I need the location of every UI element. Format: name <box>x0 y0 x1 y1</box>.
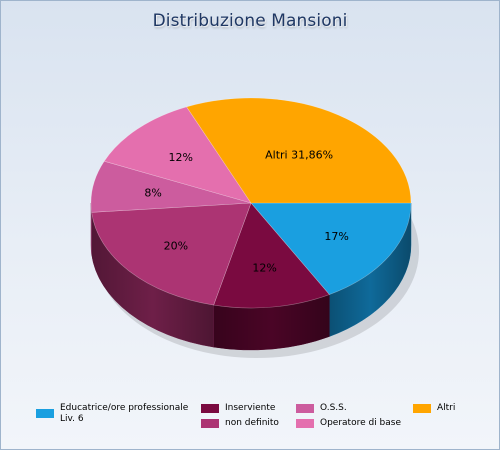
pie-data-label: 12% <box>168 151 192 164</box>
pie-slice-educatrice-ore-professionale-liv-6 <box>250 202 412 295</box>
pie-data-label: 8% <box>144 187 161 200</box>
pie-slice-altri <box>186 97 412 204</box>
pie-slice-o-s-s <box>90 160 252 213</box>
pie-side-shade <box>213 294 330 350</box>
pie-side-shade <box>91 212 214 348</box>
pie-slice-non-definito <box>91 202 252 306</box>
pie-data-label: 12% <box>252 261 276 274</box>
pie-data-label: 20% <box>164 240 188 253</box>
chart-title: Distribuzione Mansioni <box>152 11 348 31</box>
pie-data-label: Altri 31,86% <box>265 149 333 162</box>
pie-data-label: 17% <box>324 230 348 243</box>
pie-side-shade <box>91 203 92 255</box>
pie-slice-inserviente <box>213 202 330 309</box>
pie-slice-operatore-di-base <box>103 106 252 204</box>
pie-side-shade <box>329 203 411 337</box>
